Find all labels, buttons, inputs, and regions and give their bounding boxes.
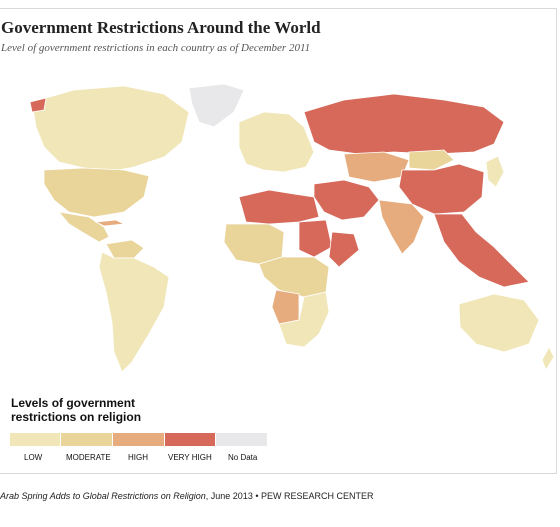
source-date: , June 2013 [205, 491, 253, 501]
legend-label-high: HIGH [128, 453, 148, 462]
region-europe [238, 111, 315, 173]
region-sudan [298, 219, 333, 258]
region-india [378, 199, 425, 255]
legend-label-very-high: VERY HIGH [168, 453, 212, 462]
legend-label-low: LOW [24, 453, 43, 462]
region-russia [303, 93, 505, 155]
source-footer: Arab Spring Adds to Global Restrictions … [0, 491, 374, 501]
legend-swatch-very-high [165, 433, 215, 446]
region-venezuela [105, 239, 145, 259]
region-alaska-tip [29, 97, 47, 113]
region-new-zealand [541, 346, 554, 371]
legend-swatch-low [10, 433, 60, 446]
region-central-africa [258, 256, 330, 298]
region-south-america [98, 251, 170, 373]
region-west-africa [223, 223, 285, 265]
region-mongolia [408, 149, 455, 171]
region-japan-korea [485, 155, 505, 188]
world-map-svg [29, 83, 554, 373]
world-map [14, 72, 554, 382]
region-middle-east [313, 179, 380, 221]
legend-title: Levels of government restrictions on rel… [11, 396, 142, 424]
legend-swatch-moderate [61, 433, 112, 446]
region-angola [271, 289, 300, 325]
region-united-states [43, 167, 150, 218]
region-central-asia [343, 151, 410, 183]
region-east-africa [328, 231, 360, 268]
source-separator: • [252, 491, 261, 501]
region-southeast-asia [433, 213, 530, 288]
region-cuba [94, 219, 126, 227]
region-mexico [58, 211, 110, 243]
region-china [398, 163, 485, 215]
source-title: Arab Spring Adds to Global Restrictions … [0, 491, 206, 501]
legend-label-moderate: MODERATE [66, 453, 111, 462]
region-greenland [188, 83, 245, 128]
legend-swatch-high [113, 433, 164, 446]
chart-frame [0, 8, 557, 474]
region-australia [458, 293, 540, 353]
legend-swatch-no-data [216, 433, 267, 446]
source-org: PEW RESEARCH CENTER [260, 491, 374, 501]
region-north-africa [238, 189, 320, 225]
legend-bar [10, 433, 267, 446]
page-subtitle: Level of government restrictions in each… [1, 42, 311, 54]
page-title: Government Restrictions Around the World [1, 18, 321, 37]
region-alaska-canada [31, 85, 190, 173]
legend-label-no-data: No Data [228, 453, 258, 462]
region-southern-africa [278, 291, 330, 348]
